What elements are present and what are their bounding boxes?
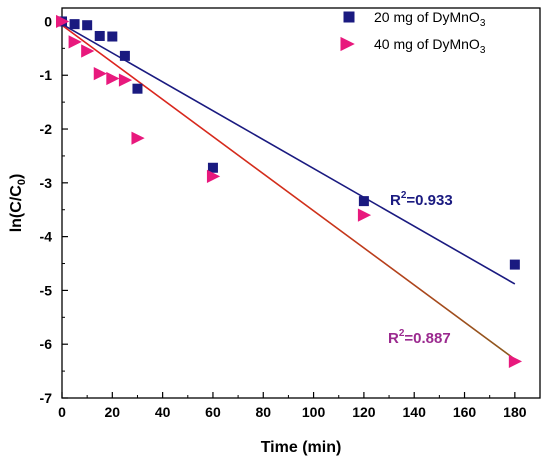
r2-symbol: R xyxy=(390,192,401,209)
r2-value: =0.933 xyxy=(406,192,452,209)
data-point-series-1 xyxy=(107,31,118,42)
data-point-series-2 xyxy=(93,67,107,81)
data-points xyxy=(56,14,523,369)
fit-line-2 xyxy=(61,24,516,360)
legend-label-subscript: 3 xyxy=(480,45,486,56)
fit-line-1 xyxy=(61,23,516,285)
x-tick-label: 40 xyxy=(155,404,171,420)
x-tick-label: 160 xyxy=(453,404,477,420)
x-tick-label: 120 xyxy=(352,404,376,420)
y-tick-label: -4 xyxy=(40,229,53,245)
data-point-series-2 xyxy=(81,44,95,58)
y-tick-label: -1 xyxy=(40,67,53,83)
x-tick-label: 20 xyxy=(105,404,121,420)
data-point-series-1 xyxy=(358,196,369,207)
y-axis-title: ln(C/C0) xyxy=(8,174,28,233)
y-tick-label: 0 xyxy=(44,13,52,29)
data-point-series-2 xyxy=(131,131,145,145)
data-point-series-1 xyxy=(119,50,130,61)
legend-marker-series-1 xyxy=(343,11,355,23)
r2-label-series-2: R2=0.887 xyxy=(388,328,451,347)
data-point-series-1 xyxy=(509,259,520,270)
data-point-series-1 xyxy=(132,83,143,94)
x-tick-label: 100 xyxy=(302,404,326,420)
data-point-series-1 xyxy=(207,162,218,173)
legend-label-series-1: 20 mg of DyMnO3 xyxy=(374,9,486,29)
plot-frame xyxy=(61,7,541,399)
x-tick-label: 0 xyxy=(58,404,66,420)
r2-label-series-1: R2=0.933 xyxy=(390,190,453,209)
y-axis-title-main: ln(C/C xyxy=(8,185,25,233)
y-axis-title-subscript: 0 xyxy=(16,179,28,185)
y-tick-label: -5 xyxy=(40,282,53,298)
x-tick-label: 180 xyxy=(503,404,527,420)
legend-label-series-2: 40 mg of DyMnO3 xyxy=(374,36,486,56)
r2-superscript: 2 xyxy=(399,328,405,339)
x-tick-label: 60 xyxy=(205,404,221,420)
data-point-series-1 xyxy=(94,30,105,41)
data-point-series-2 xyxy=(206,169,221,183)
data-point-series-2 xyxy=(508,354,523,369)
legend-label-main: 40 mg of DyMnO xyxy=(374,36,480,52)
legend-label-subscript: 3 xyxy=(480,18,486,29)
y-tick-label: -7 xyxy=(40,390,53,406)
x-tick-label: 140 xyxy=(403,404,427,420)
x-axis-title: Time (min) xyxy=(261,439,342,456)
y-axis-title-end: ) xyxy=(8,174,25,179)
data-point-series-2 xyxy=(357,208,372,222)
r2-symbol: R xyxy=(388,330,399,347)
data-point-series-1 xyxy=(82,20,93,31)
data-point-series-2 xyxy=(68,35,82,49)
y-tick-label: -2 xyxy=(40,121,53,137)
data-point-series-2 xyxy=(56,14,70,29)
y-tick-label: -3 xyxy=(40,175,53,191)
data-point-series-1 xyxy=(69,19,80,30)
legend-marker-series-2 xyxy=(340,36,355,52)
fit-lines xyxy=(61,23,516,360)
legend-label-main: 20 mg of DyMnO xyxy=(374,9,480,25)
data-point-series-2 xyxy=(106,71,120,86)
tick-layer: 0 20 40 60 80 100 120 140 160 180 0 -1 -2 -3 -4 -5 -6 -7 xyxy=(40,13,527,420)
r2-superscript: 2 xyxy=(401,190,407,201)
y-tick-label: -6 xyxy=(40,336,53,352)
x-tick-label: 80 xyxy=(255,404,271,420)
data-point-series-2 xyxy=(118,73,133,87)
r2-value: =0.887 xyxy=(404,330,450,347)
